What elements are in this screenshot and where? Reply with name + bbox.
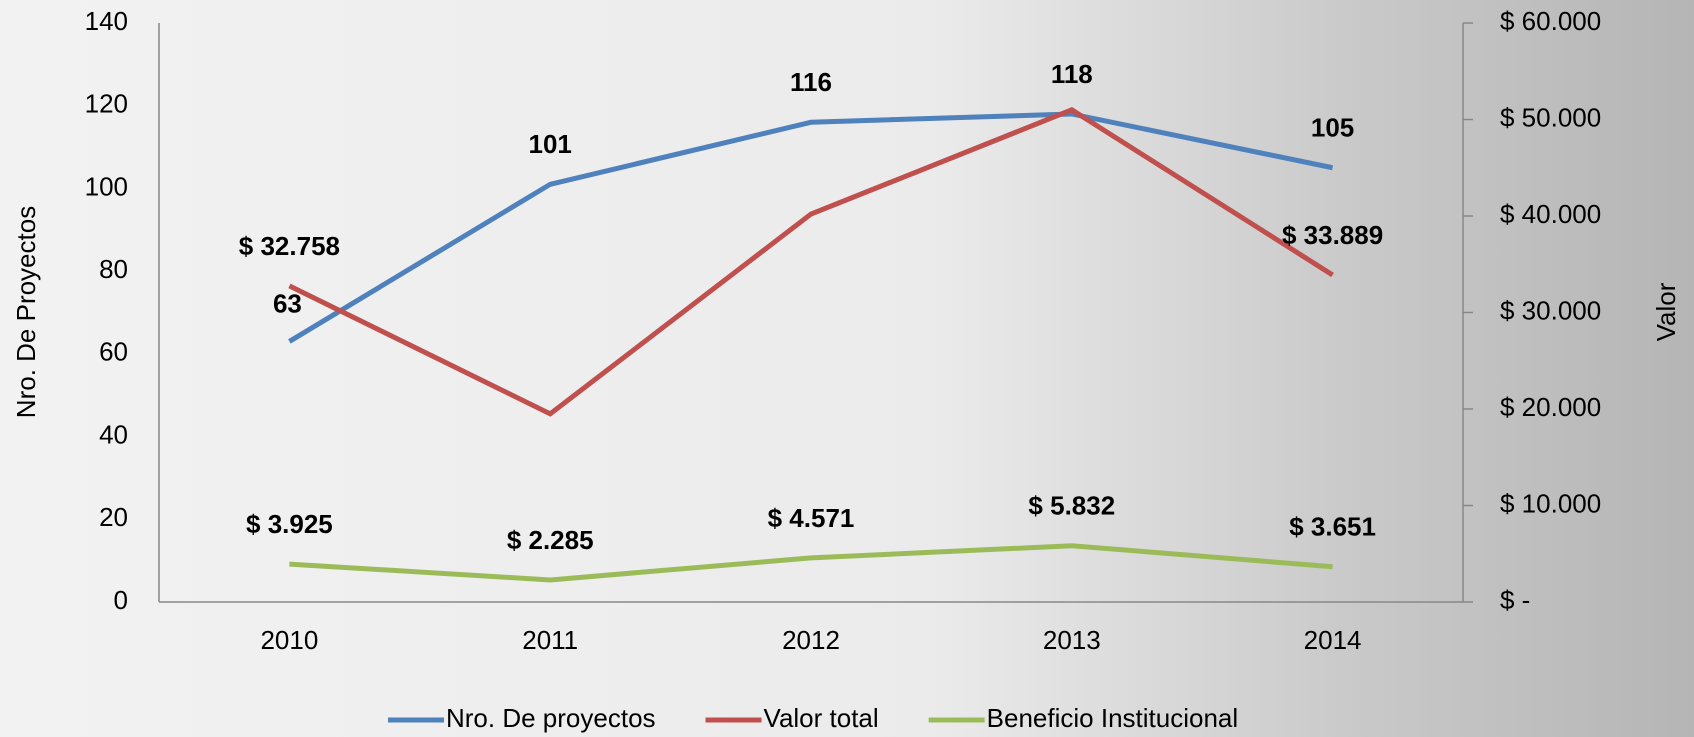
- x-tick-label: 2011: [522, 625, 578, 655]
- data-label: $ 3.651: [1289, 512, 1376, 542]
- x-tick-label: 2013: [1043, 625, 1101, 655]
- data-label: 101: [529, 129, 572, 159]
- data-label: $ 33.889: [1282, 220, 1383, 250]
- data-label: 105: [1311, 113, 1354, 143]
- y2-tick-label: $ 30.000: [1500, 295, 1601, 325]
- y2-tick-label: $ 10.000: [1500, 488, 1601, 518]
- y-tick-label: 60: [99, 337, 128, 367]
- y2-tick-label: $ 60.000: [1500, 6, 1601, 36]
- legend-label: Nro. De proyectos: [446, 703, 656, 733]
- y-axis-title: Nro. De Proyectos: [11, 206, 41, 418]
- y-tick-label: 100: [85, 171, 128, 201]
- y-tick-label: 40: [99, 419, 128, 449]
- y2-tick-label: $ -: [1500, 585, 1530, 615]
- data-label: $ 4.571: [768, 503, 855, 533]
- y-tick-label: 80: [99, 254, 128, 284]
- y2-tick-label: $ 20.000: [1500, 392, 1601, 422]
- data-label: $ 2.285: [507, 525, 594, 555]
- y-tick-label: 0: [114, 585, 128, 615]
- chart: Nro. De Proyectos Valor 0 20 40 60 80 100 120 1…: [0, 0, 1694, 737]
- data-label: 63: [273, 288, 302, 318]
- y-tick-label: 140: [85, 6, 128, 36]
- y-tick-label: 20: [99, 502, 128, 532]
- background: [0, 0, 1694, 737]
- data-label: $ 3.925: [246, 509, 333, 539]
- data-label: 118: [1051, 59, 1093, 89]
- y2-axis-title: Valor: [1651, 282, 1681, 341]
- data-label: $ 5.832: [1028, 491, 1115, 521]
- data-label: 116: [790, 67, 832, 97]
- legend-label: Valor total: [764, 703, 879, 733]
- y2-tick-label: $ 40.000: [1500, 199, 1601, 229]
- legend-label: Beneficio Institucional: [987, 703, 1238, 733]
- y2-tick-label: $ 50.000: [1500, 102, 1601, 132]
- x-tick-label: 2012: [782, 625, 840, 655]
- data-label: $ 32.758: [239, 231, 340, 261]
- x-tick-label: 2014: [1304, 625, 1362, 655]
- y-tick-label: 120: [85, 89, 128, 119]
- x-tick-label: 2010: [260, 625, 318, 655]
